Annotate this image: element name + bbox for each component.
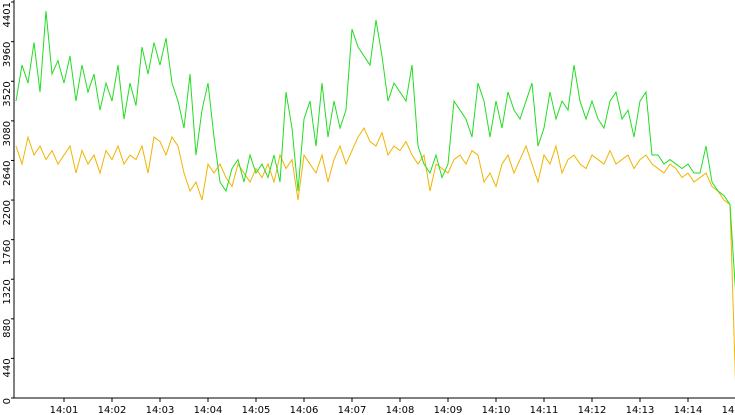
y-tick-label: 1760 xyxy=(2,240,13,265)
x-tick-label: 14:06 xyxy=(290,405,319,415)
x-tick-label: 14:05 xyxy=(242,405,271,415)
x-tick-label: 14:13 xyxy=(626,405,655,415)
y-tick-label: 4401 xyxy=(2,2,13,27)
series-line xyxy=(15,127,735,382)
series-line xyxy=(15,11,735,292)
y-tick-label: 1320 xyxy=(2,279,13,304)
y-tick-label: 3080 xyxy=(2,121,13,146)
x-tick-label: 14:11 xyxy=(530,405,559,415)
x-tick-label: 14:04 xyxy=(194,405,223,415)
x-tick-label: 14:02 xyxy=(98,405,127,415)
y-tick-label: 440 xyxy=(2,358,13,377)
y-tick-label: 2200 xyxy=(2,200,13,225)
y-tick-label: 3960 xyxy=(2,42,13,67)
x-tick-label: 14:01 xyxy=(50,405,79,415)
x-tick-label: 14:07 xyxy=(338,405,367,415)
x-tick-label: 14:09 xyxy=(434,405,463,415)
x-tick-label: 14:14 xyxy=(674,405,703,415)
x-tick-label: 14:15 xyxy=(722,405,735,415)
y-tick-label: 2640 xyxy=(2,160,13,185)
y-tick-label: 3520 xyxy=(2,81,13,106)
x-tick-label: 14:10 xyxy=(482,405,511,415)
y-tick-label: 880 xyxy=(2,319,13,338)
x-tick-label: 14:03 xyxy=(146,405,175,415)
x-tick-label: 14:12 xyxy=(578,405,607,415)
y-tick-label: 0 xyxy=(2,398,13,404)
x-tick-label: 14:08 xyxy=(386,405,415,415)
